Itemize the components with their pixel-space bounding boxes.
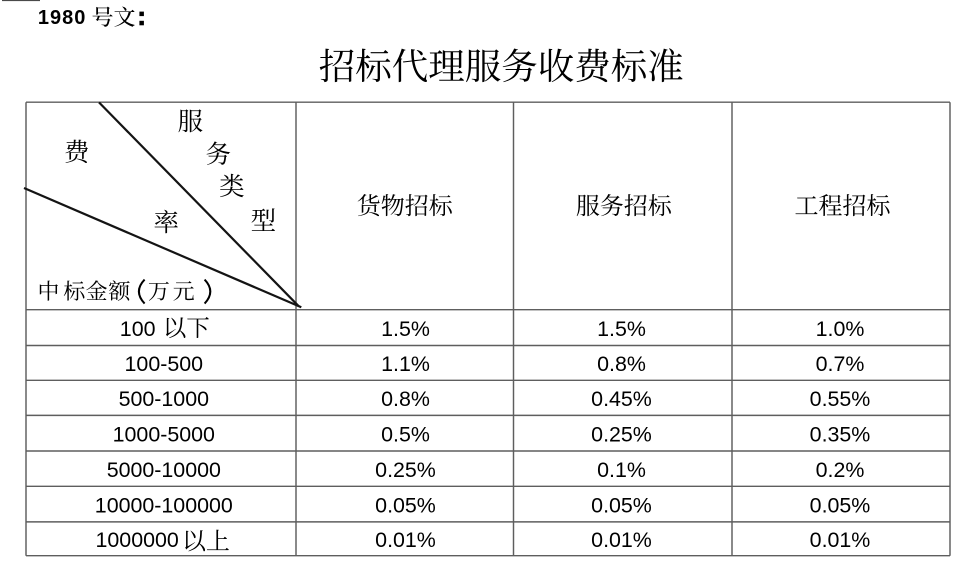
svg-text:1980: 1980: [38, 7, 87, 29]
svg-text:1000-5000: 1000-5000: [113, 422, 215, 446]
svg-text:10000-100000: 10000-100000: [95, 493, 233, 517]
svg-text:1.5%: 1.5%: [597, 317, 646, 341]
svg-text:1000000: 1000000: [96, 528, 179, 552]
svg-text:0.8%: 0.8%: [597, 352, 646, 376]
svg-text:0.55%: 0.55%: [810, 387, 871, 411]
svg-text:0.05%: 0.05%: [810, 493, 871, 517]
svg-text:0.35%: 0.35%: [810, 422, 871, 446]
svg-text:0.01%: 0.01%: [591, 528, 652, 552]
svg-text:0.45%: 0.45%: [591, 387, 652, 411]
svg-text:5000-10000: 5000-10000: [107, 458, 221, 482]
svg-text:0.2%: 0.2%: [816, 458, 865, 482]
svg-text:0.1%: 0.1%: [597, 458, 646, 482]
svg-text:0.5%: 0.5%: [381, 422, 430, 446]
svg-text:1.5%: 1.5%: [381, 317, 430, 341]
svg-text:0.25%: 0.25%: [591, 422, 652, 446]
svg-text:0.05%: 0.05%: [591, 493, 652, 517]
svg-text:100: 100: [120, 317, 156, 341]
svg-text:0.8%: 0.8%: [381, 387, 430, 411]
svg-text:0.01%: 0.01%: [375, 528, 436, 552]
svg-text:0.05%: 0.05%: [375, 493, 436, 517]
svg-text:100-500: 100-500: [125, 352, 204, 376]
svg-text:0.01%: 0.01%: [810, 528, 871, 552]
svg-text:500-1000: 500-1000: [119, 387, 210, 411]
svg-text:0.25%: 0.25%: [375, 458, 436, 482]
svg-text:1.0%: 1.0%: [816, 317, 865, 341]
svg-text:0.7%: 0.7%: [816, 352, 865, 376]
svg-text:1.1%: 1.1%: [381, 352, 430, 376]
